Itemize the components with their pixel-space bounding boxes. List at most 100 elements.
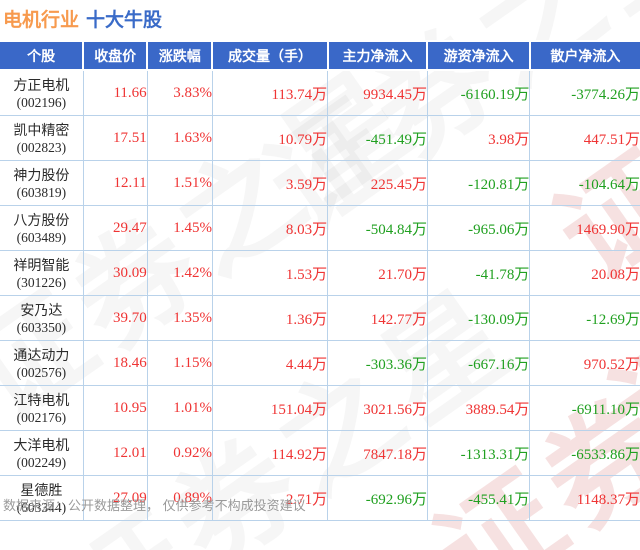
stock-name: 祥明智能 [13, 256, 70, 273]
stock-code: (002576) [16, 364, 67, 380]
stock-name: 神力股份 [13, 166, 70, 183]
volume-cell: 8.03万 [211, 205, 329, 251]
speculative-inflow-cell: -455.41万 [426, 475, 531, 521]
retail-inflow-cell: -104.64万 [529, 160, 640, 206]
stock-name: 江特电机 [13, 391, 70, 408]
change-pct-cell: 1.51% [146, 160, 213, 206]
main-inflow-cell: 21.70万 [327, 250, 428, 296]
change-pct-cell: 1.42% [146, 250, 213, 296]
close-price-cell: 12.11 [82, 160, 148, 206]
stock-cell: 安乃达 (603350) [0, 295, 84, 341]
column-header-stock: 个股 [0, 40, 85, 71]
stock-cell: 祥明智能 (301226) [0, 250, 84, 296]
close-price-cell: 10.95 [82, 385, 148, 431]
change-pct-cell: 3.83% [146, 69, 213, 116]
main-inflow-cell: 7847.18万 [327, 430, 428, 476]
column-header-speculative-inflow: 游资净流入 [426, 40, 531, 71]
retail-inflow-cell: 447.51万 [529, 115, 640, 161]
table-row: 通达动力 (002576) 18.46 1.15% 4.44万 -303.36万… [0, 340, 640, 386]
retail-inflow-cell: -6533.86万 [529, 430, 640, 476]
change-pct-cell: 0.92% [146, 430, 213, 476]
table-row: 凯中精密 (002823) 17.51 1.63% 10.79万 -451.49… [0, 115, 640, 161]
speculative-inflow-cell: -130.09万 [426, 295, 531, 341]
stock-code: (603819) [16, 184, 67, 200]
stock-cell: 通达动力 (002576) [0, 340, 84, 386]
close-price-cell: 29.47 [82, 205, 148, 251]
volume-cell: 114.92万 [211, 430, 329, 476]
stock-code: (603489) [16, 229, 67, 245]
speculative-inflow-cell: -965.06万 [426, 205, 531, 251]
stock-cell: 星德胜 (603344) [0, 475, 84, 521]
stock-code: (002823) [16, 139, 67, 155]
stock-code: (002249) [16, 454, 67, 470]
stock-name: 通达动力 [13, 346, 70, 363]
stock-cell: 江特电机 (002176) [0, 385, 84, 431]
column-header-change-pct: 涨跌幅 [146, 40, 214, 71]
retail-inflow-cell: 1148.37万 [529, 475, 640, 521]
stock-code: (301226) [16, 274, 67, 290]
close-price-cell: 18.46 [82, 340, 148, 386]
stock-table: 个股 收盘价 涨跌幅 成交量（手） 主力净流入 游资净流入 散户净流入 方正电机… [0, 40, 640, 521]
retail-inflow-cell: -3774.26万 [529, 69, 640, 116]
table-row: 神力股份 (603819) 12.11 1.51% 3.59万 225.45万 … [0, 160, 640, 206]
speculative-inflow-cell: -6160.19万 [426, 69, 531, 116]
table-row: 大洋电机 (002249) 12.01 0.92% 114.92万 7847.1… [0, 430, 640, 476]
volume-cell: 3.59万 [211, 160, 329, 206]
table-row: 星德胜 (603344) 27.09 0.89% 2.71万 -692.96万 … [0, 475, 640, 521]
stock-cell: 神力股份 (603819) [0, 160, 84, 206]
table-header-row: 个股 收盘价 涨跌幅 成交量（手） 主力净流入 游资净流入 散户净流入 [0, 40, 640, 71]
volume-cell: 10.79万 [211, 115, 329, 161]
speculative-inflow-cell: 3.98万 [426, 115, 531, 161]
stock-cell: 方正电机 (002196) [0, 69, 84, 116]
close-price-cell: 11.66 [82, 69, 148, 116]
speculative-inflow-cell: -667.16万 [426, 340, 531, 386]
close-price-cell: 30.09 [82, 250, 148, 296]
main-inflow-cell: 9934.45万 [327, 69, 428, 116]
retail-inflow-cell: 20.08万 [529, 250, 640, 296]
stock-code: (002196) [16, 94, 67, 110]
main-inflow-cell: -303.36万 [327, 340, 428, 386]
close-price-cell: 17.51 [82, 115, 148, 161]
stock-name: 八方股份 [13, 211, 70, 228]
main-inflow-cell: -504.84万 [327, 205, 428, 251]
stock-cell: 凯中精密 (002823) [0, 115, 84, 161]
table-row: 安乃达 (603350) 39.70 1.35% 1.36万 142.77万 -… [0, 295, 640, 341]
column-header-close-price: 收盘价 [82, 40, 149, 71]
main-inflow-cell: 142.77万 [327, 295, 428, 341]
volume-cell: 4.44万 [211, 340, 329, 386]
change-pct-cell: 1.15% [146, 340, 213, 386]
close-price-cell: 39.70 [82, 295, 148, 341]
stock-name: 大洋电机 [13, 436, 70, 453]
page-title: 电机行业 十大牛股 [0, 0, 640, 40]
data-source-note: 数据来源：公开数据整理， 仅供参考不构成投资建议 [3, 498, 306, 513]
column-header-retail-inflow: 散户净流入 [528, 40, 640, 71]
retail-inflow-cell: -12.69万 [529, 295, 640, 341]
change-pct-cell: 1.63% [146, 115, 213, 161]
stock-name: 星德胜 [20, 481, 63, 498]
table-row: 祥明智能 (301226) 30.09 1.42% 1.53万 21.70万 -… [0, 250, 640, 296]
retail-inflow-cell: 1469.90万 [529, 205, 640, 251]
close-price-cell: 12.01 [82, 430, 148, 476]
main-inflow-cell: 3021.56万 [327, 385, 428, 431]
retail-inflow-cell: -6911.10万 [529, 385, 640, 431]
stock-table-body: 方正电机 (002196) 11.66 3.83% 113.74万 9934.4… [0, 69, 640, 521]
close-price-cell: 27.09 [82, 475, 148, 521]
stock-name: 方正电机 [13, 76, 70, 93]
table-row: 方正电机 (002196) 11.66 3.83% 113.74万 9934.4… [0, 69, 640, 116]
change-pct-cell: 1.01% [146, 385, 213, 431]
volume-cell: 1.53万 [211, 250, 329, 296]
stock-code: (002176) [16, 409, 67, 425]
column-header-main-inflow: 主力净流入 [326, 40, 429, 71]
main-inflow-cell: -692.96万 [327, 475, 428, 521]
volume-cell: 2.71万 [211, 475, 329, 521]
change-pct-cell: 0.89% [146, 475, 213, 521]
change-pct-cell: 1.35% [146, 295, 213, 341]
table-row: 江特电机 (002176) 10.95 1.01% 151.04万 3021.5… [0, 385, 640, 431]
title-industry: 电机行业 [3, 10, 80, 31]
stock-name: 凯中精密 [13, 121, 70, 138]
speculative-inflow-cell: -41.78万 [426, 250, 531, 296]
speculative-inflow-cell: 3889.54万 [426, 385, 531, 431]
change-pct-cell: 1.45% [146, 205, 213, 251]
title-label: 十大牛股 [86, 10, 163, 31]
